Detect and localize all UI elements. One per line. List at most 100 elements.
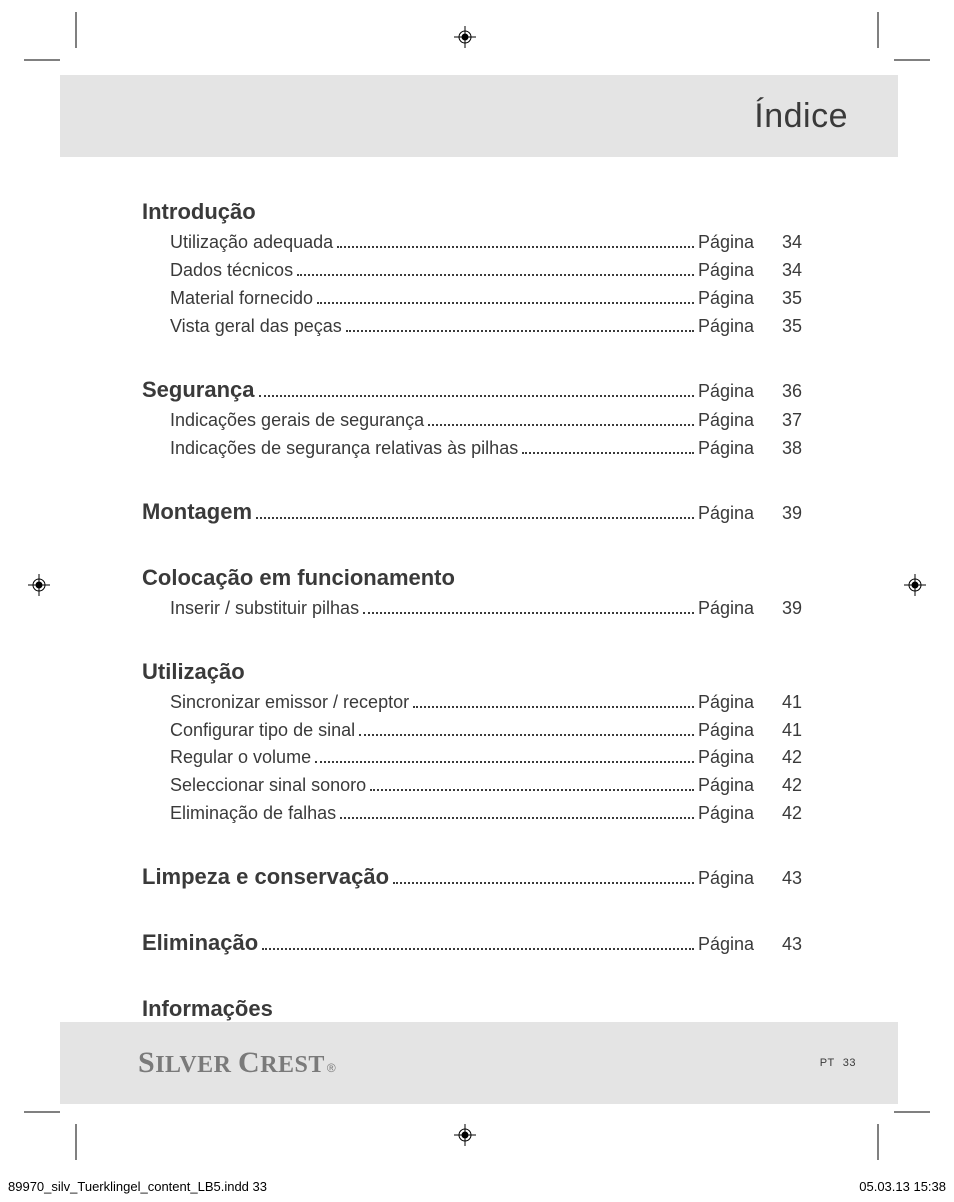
page-label: Página: [698, 931, 754, 959]
dot-leader: [259, 395, 694, 397]
page-number: 35: [768, 285, 802, 313]
toc-item: Seleccionar sinal sonoro: [142, 772, 366, 800]
page-number: 34: [768, 229, 802, 257]
toc-item: Eliminação de falhas: [142, 800, 336, 828]
toc-item-row: Configurar tipo de sinal Página 41: [142, 717, 802, 745]
registration-mark-icon: [454, 26, 476, 48]
toc-section: Limpeza e conservaçãoPágina43: [142, 860, 802, 894]
page-label: Página: [698, 689, 754, 717]
toc-item: Material fornecido: [142, 285, 313, 313]
page-number: 42: [768, 800, 802, 828]
toc-item-row: Seleccionar sinal sonoro Página 42: [142, 772, 802, 800]
toc-heading: Introdução: [142, 195, 256, 229]
toc-item: Indicações gerais de segurança: [142, 407, 424, 435]
page-label: Página: [698, 772, 754, 800]
page-number: 39: [768, 595, 802, 623]
language-code: PT: [820, 1057, 835, 1069]
toc-item-row: Sincronizar emissor / receptor Página 41: [142, 689, 802, 717]
dot-leader: [413, 706, 694, 708]
toc-section: UtilizaçãoSincronizar emissor / receptor…: [142, 655, 802, 829]
page-label: Página: [698, 595, 754, 623]
page-number: 38: [768, 435, 802, 463]
dot-leader: [297, 274, 694, 276]
toc-heading-row: Eliminação Página 43: [142, 926, 802, 960]
page-number: 34: [768, 257, 802, 285]
toc-heading: Colocação em funcionamento: [142, 561, 455, 595]
dot-leader: [340, 817, 694, 819]
page-number: 42: [768, 744, 802, 772]
page-label: Página: [698, 744, 754, 772]
toc-heading-row: Colocação em funcionamento: [142, 561, 802, 595]
page-number: 36: [768, 378, 802, 406]
print-slug-line: 89970_silv_Tuerklingel_content_LB5.indd …: [0, 1179, 954, 1194]
registration-mark-icon: [454, 1124, 476, 1146]
dot-leader: [370, 789, 694, 791]
toc-item-row: Regular o volume Página 42: [142, 744, 802, 772]
dot-leader: [393, 882, 694, 884]
dot-leader: [522, 452, 694, 454]
page-title: Índice: [754, 97, 848, 136]
toc-heading-row: MontagemPágina39: [142, 495, 802, 529]
dot-leader: [359, 734, 694, 736]
dot-leader: [256, 517, 694, 519]
registration-mark-icon: [904, 574, 926, 596]
page-label: Página: [698, 229, 754, 257]
toc-item: Sincronizar emissor / receptor: [142, 689, 409, 717]
toc-section: Eliminação Página 43: [142, 926, 802, 960]
page-number: 37: [768, 407, 802, 435]
toc-heading-row: SegurançaPágina36: [142, 373, 802, 407]
toc-item: Configurar tipo de sinal: [142, 717, 355, 745]
page-label: Página: [698, 378, 754, 406]
dot-leader: [363, 612, 694, 614]
toc-item-row: Dados técnicosPágina34: [142, 257, 802, 285]
toc-heading: Utilização: [142, 655, 245, 689]
toc-item-row: Indicações gerais de segurança Página 37: [142, 407, 802, 435]
toc-heading-row: Introdução: [142, 195, 802, 229]
toc-section: IntroduçãoUtilização adequada Página 34Dad…: [142, 195, 802, 341]
dot-leader: [337, 246, 694, 248]
page-reference: PT 33: [820, 1057, 856, 1069]
footer-bar: SILVER CREST® PT 33: [60, 1022, 898, 1104]
page-number: 33: [843, 1057, 856, 1069]
page-label: Página: [698, 500, 754, 528]
brand-logo: SILVER CREST®: [138, 1046, 336, 1080]
dot-leader: [315, 761, 694, 763]
dot-leader: [262, 948, 694, 950]
page-label: Página: [698, 285, 754, 313]
table-of-contents: IntroduçãoUtilização adequada Página 34Dad…: [142, 195, 802, 1054]
page-label: Página: [698, 313, 754, 341]
page-label: Página: [698, 717, 754, 745]
toc-item-row: Vista geral das peçasPágina35: [142, 313, 802, 341]
page-number: 43: [768, 931, 802, 959]
toc-item-row: Indicações de segurança relativas às pil…: [142, 435, 802, 463]
toc-heading: Limpeza e conservação: [142, 860, 389, 894]
toc-heading-row: Limpeza e conservaçãoPágina43: [142, 860, 802, 894]
page-number: 41: [768, 717, 802, 745]
page-label: Página: [698, 407, 754, 435]
page: Índice IntroduçãoUtilização adequada Pági…: [0, 0, 954, 1202]
toc-item-row: Material fornecido Página 35: [142, 285, 802, 313]
slug-date: 05.03.13 15:38: [859, 1179, 946, 1194]
page-number: 41: [768, 689, 802, 717]
dot-leader: [428, 424, 694, 426]
toc-item-row: Eliminação de falhas Página 42: [142, 800, 802, 828]
toc-item-row: Inserir / substituir pilhasPágina39: [142, 595, 802, 623]
page-number: 35: [768, 313, 802, 341]
page-number: 39: [768, 500, 802, 528]
toc-section: MontagemPágina39: [142, 495, 802, 529]
page-label: Página: [698, 865, 754, 893]
dot-leader: [317, 302, 694, 304]
page-number: 42: [768, 772, 802, 800]
toc-heading: Eliminação: [142, 926, 258, 960]
toc-item-row: Utilização adequada Página 34: [142, 229, 802, 257]
toc-item: Utilização adequada: [142, 229, 333, 257]
page-label: Página: [698, 800, 754, 828]
toc-heading-row: Utilização: [142, 655, 802, 689]
toc-section: SegurançaPágina36Indicações gerais de se…: [142, 373, 802, 463]
toc-section: Colocação em funcionamentoInserir / subs…: [142, 561, 802, 623]
page-label: Página: [698, 435, 754, 463]
slug-file: 89970_silv_Tuerklingel_content_LB5.indd …: [8, 1179, 267, 1194]
toc-item: Regular o volume: [142, 744, 311, 772]
registration-mark-icon: [28, 574, 50, 596]
dot-leader: [346, 330, 694, 332]
